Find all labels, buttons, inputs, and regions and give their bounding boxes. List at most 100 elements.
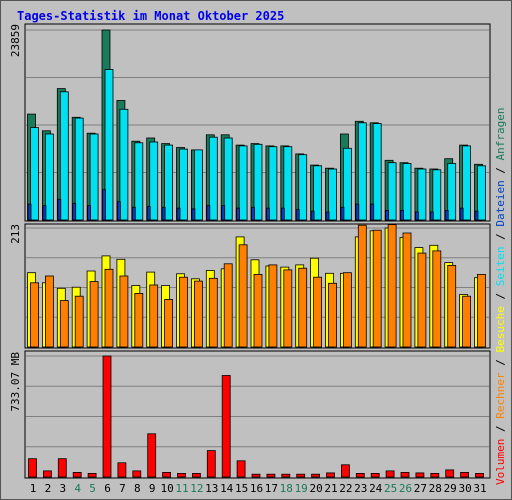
bar-dateien-day-4 <box>72 202 77 221</box>
bar-dateien-day-11 <box>176 207 181 221</box>
x-tick-label-11: 11 <box>175 482 188 495</box>
bar-volumen-day-29 <box>445 469 455 478</box>
bar-seiten-day-31 <box>477 165 486 221</box>
bar-seiten-day-4 <box>74 117 84 221</box>
x-tick-label-4: 4 <box>74 482 81 495</box>
bar-volumen-day-15 <box>236 460 246 478</box>
bar-dateien-day-15 <box>236 207 241 221</box>
bar-dateien-day-17 <box>265 207 270 221</box>
bar-seiten-day-12 <box>193 149 203 221</box>
bar-volumen-day-31 <box>475 472 484 478</box>
panel-bottom-bars <box>28 355 484 478</box>
x-tick-label-22: 22 <box>339 482 352 495</box>
bar-volumen-day-30 <box>460 471 470 478</box>
legend-anfragen: Anfragen <box>494 107 507 160</box>
legend-seiten: Seiten <box>494 247 507 287</box>
bar-volumen-day-21 <box>326 472 335 478</box>
bar-dateien-day-19 <box>295 209 300 221</box>
x-tick-label-20: 20 <box>309 482 322 495</box>
bar-seiten-day-29 <box>447 163 457 221</box>
bar-rechner-day-27 <box>417 252 427 348</box>
bar-seiten-day-18 <box>283 146 293 221</box>
x-tick-label-15: 15 <box>235 482 248 495</box>
legend-sep-2: / <box>494 353 507 373</box>
bar-seiten-day-15 <box>238 145 248 221</box>
bar-seiten-day-21 <box>328 168 337 221</box>
bar-dateien-day-23 <box>355 203 360 221</box>
bar-seiten-day-5 <box>89 133 99 221</box>
bar-seiten-day-27 <box>417 168 427 221</box>
bar-rechner-day-8 <box>134 292 144 348</box>
bar-dateien-day-14 <box>221 205 226 221</box>
bar-rechner-day-31 <box>477 273 486 348</box>
panel-middle: 213 <box>9 223 491 349</box>
bar-rechner-day-3 <box>59 300 69 348</box>
bar-rechner-day-19 <box>298 267 308 348</box>
bar-rechner-day-10 <box>164 299 174 348</box>
x-tick-label-18: 18 <box>280 482 293 495</box>
bar-dateien-day-7 <box>117 201 121 221</box>
panel-top-bars <box>27 29 486 221</box>
bar-seiten-day-9 <box>149 141 159 221</box>
legend-volumen: Volumen <box>494 439 507 485</box>
bar-seiten-day-6 <box>104 69 114 221</box>
bar-volumen-day-26 <box>400 471 410 478</box>
bar-dateien-day-26 <box>400 209 404 221</box>
legend-dateien: Dateien <box>494 180 507 226</box>
legend-besuche: Besuche <box>494 306 507 352</box>
bar-seiten-day-30 <box>462 145 472 221</box>
bar-seiten-day-28 <box>432 169 442 221</box>
bar-rechner-day-30 <box>462 295 472 348</box>
bar-rechner-day-14 <box>223 263 233 348</box>
bar-dateien-day-22 <box>340 206 345 221</box>
bar-seiten-day-14 <box>223 137 233 221</box>
bar-dateien-day-5 <box>87 205 91 221</box>
bar-volumen-day-24 <box>370 472 380 478</box>
bar-dateien-day-31 <box>474 210 479 221</box>
bar-rechner-day-24 <box>372 229 382 348</box>
chart-title: Tages-Statistik im Monat Oktober 2025 <box>17 9 284 23</box>
bar-volumen-day-3 <box>57 458 67 478</box>
bar-rechner-day-18 <box>283 269 293 348</box>
panel-bottom-frame <box>24 350 491 479</box>
bar-rechner-day-6 <box>104 268 114 348</box>
legend-sep-3: / <box>494 286 507 306</box>
bar-volumen-day-2 <box>43 470 52 478</box>
x-tick-label-16: 16 <box>250 482 263 495</box>
bar-dateien-day-13 <box>206 205 211 221</box>
bar-dateien-day-3 <box>57 198 62 221</box>
x-tick-label-2: 2 <box>45 482 52 495</box>
bar-volumen-day-18 <box>281 473 291 478</box>
bar-dateien-day-6 <box>102 189 106 221</box>
bar-seiten-day-2 <box>45 133 54 221</box>
x-tick-label-31: 31 <box>473 482 486 495</box>
bar-rechner-day-2 <box>45 275 54 348</box>
bar-volumen-day-22 <box>340 464 350 478</box>
x-tick-label-28: 28 <box>429 482 442 495</box>
x-tick-label-29: 29 <box>444 482 457 495</box>
bar-seiten-day-17 <box>268 146 278 221</box>
x-tick-label-8: 8 <box>134 482 141 495</box>
legend-sep-1: / <box>494 419 507 439</box>
bar-dateien-day-16 <box>251 206 255 221</box>
bar-dateien-day-8 <box>131 206 136 221</box>
bar-dateien-day-2 <box>42 205 47 221</box>
x-tick-label-7: 7 <box>119 482 126 495</box>
x-tick-label-26: 26 <box>399 482 412 495</box>
bar-rechner-day-22 <box>342 272 352 348</box>
bar-volumen-day-13 <box>206 450 216 478</box>
bar-rechner-day-26 <box>402 232 412 348</box>
x-tick-label-27: 27 <box>414 482 427 495</box>
x-tick-label-3: 3 <box>59 482 66 495</box>
bar-seiten-day-19 <box>298 154 308 221</box>
x-tick-label-1: 1 <box>30 482 37 495</box>
bar-rechner-day-1 <box>30 282 39 348</box>
bar-rechner-day-5 <box>89 281 99 348</box>
bar-volumen-day-6 <box>102 355 112 478</box>
bar-volumen-day-4 <box>72 471 82 478</box>
x-tick-label-24: 24 <box>369 482 383 495</box>
panel-top-max-label: 23859 <box>9 24 22 57</box>
x-axis-labels: 1 2 3 4 5 6 7 8 9 10 11 12 13 14 15 16 17 18 19 20 21 22 23 24 2… <box>30 482 487 495</box>
panel-bottom: 733.07 MB <box>9 350 491 479</box>
x-tick-label-13: 13 <box>205 482 218 495</box>
